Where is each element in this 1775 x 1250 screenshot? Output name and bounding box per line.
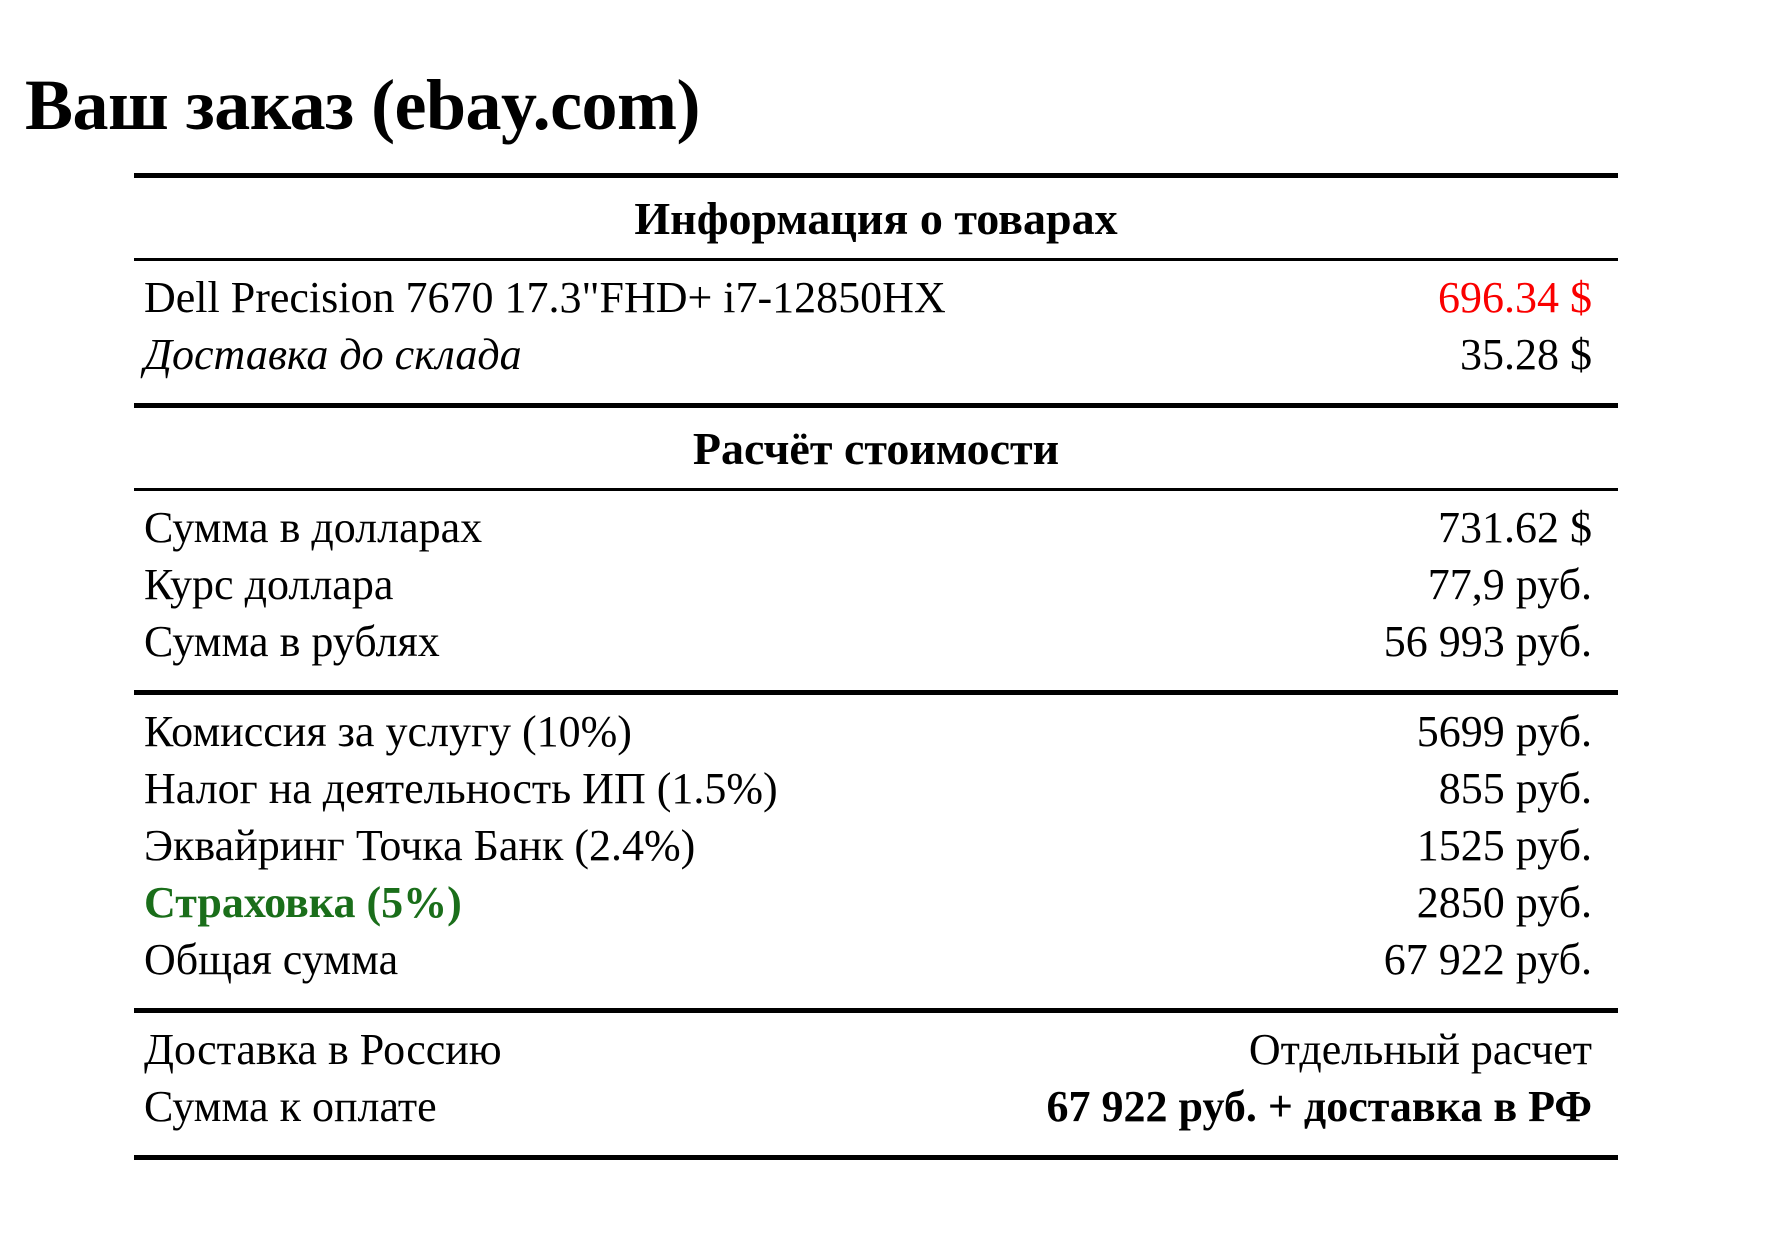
warehouse-delivery-price: 35.28 $: [1460, 330, 1592, 379]
bottom-rule: [134, 1155, 1618, 1160]
table-row-total-usd: Сумма в долларах 731.62 $: [134, 499, 1618, 556]
grand-total-value: 67 922 руб.: [1383, 935, 1592, 984]
total-rub-value: 56 993 руб.: [1383, 617, 1592, 666]
header-rule: [134, 258, 1618, 261]
table-row-service-fee: Комиссия за услугу (10%) 5699 руб.: [134, 703, 1618, 760]
delivery-russia-value: Отдельный расчет: [1248, 1025, 1592, 1074]
tax-label: Налог на деятельность ИП (1.5%): [144, 764, 778, 813]
top-rule: [134, 173, 1618, 178]
section-header-cost-calculation: Расчёт стоимости: [692, 422, 1060, 474]
table-row-warehouse-delivery: Доставка до склада 35.28 $: [134, 326, 1618, 383]
table-row-delivery-russia: Доставка в Россию Отдельный расчет: [134, 1021, 1618, 1078]
group-fees: Комиссия за услугу (10%) 5699 руб. Налог…: [134, 695, 1618, 1008]
section-rule: [134, 690, 1618, 695]
order-summary-table: Информация о товарах Dell Precision 7670…: [134, 173, 1618, 1160]
group-currency-totals: Сумма в долларах 731.62 $ Курс доллара 7…: [134, 491, 1618, 690]
section-rule: [134, 403, 1618, 408]
product-name: Dell Precision 7670 17.3"FHD+ i7-12850HX: [144, 273, 946, 322]
table-row-product: Dell Precision 7670 17.3"FHD+ i7-12850HX…: [134, 269, 1618, 326]
insurance-value: 2850 руб.: [1416, 878, 1592, 927]
table-row-insurance: Страховка (5%) 2850 руб.: [134, 874, 1618, 931]
table-row-acquiring: Эквайринг Точка Банк (2.4%) 1525 руб.: [134, 817, 1618, 874]
delivery-russia-label: Доставка в Россию: [144, 1025, 502, 1074]
header-rule: [134, 488, 1618, 491]
product-price: 696.34 $: [1438, 273, 1592, 322]
warehouse-delivery-label: Доставка до склада: [144, 330, 522, 379]
total-usd-value: 731.62 $: [1438, 503, 1592, 552]
total-usd-label: Сумма в долларах: [144, 503, 483, 552]
acquiring-label: Эквайринг Точка Банк (2.4%): [144, 821, 696, 870]
amount-due-label: Сумма к оплате: [144, 1082, 437, 1131]
table-row-grand-total: Общая сумма 67 922 руб.: [134, 931, 1618, 988]
section-header-products: Информация о товарах: [634, 192, 1118, 244]
table-row-tax: Налог на деятельность ИП (1.5%) 855 руб.: [134, 760, 1618, 817]
service-fee-value: 5699 руб.: [1416, 707, 1592, 756]
grand-total-label: Общая сумма: [144, 935, 399, 984]
page-title: Ваш заказ (ebay.com): [25, 65, 700, 146]
group-final: Доставка в Россию Отдельный расчет Сумма…: [134, 1013, 1618, 1155]
table-row-usd-rate: Курс доллара 77,9 руб.: [134, 556, 1618, 613]
group-products: Dell Precision 7670 17.3"FHD+ i7-12850HX…: [134, 261, 1618, 403]
acquiring-value: 1525 руб.: [1416, 821, 1592, 870]
service-fee-label: Комиссия за услугу (10%): [144, 707, 632, 756]
total-rub-label: Сумма в рублях: [144, 617, 440, 666]
tax-value: 855 руб.: [1438, 764, 1592, 813]
table-row-amount-due: Сумма к оплате 67 922 руб. + доставка в …: [134, 1078, 1618, 1135]
usd-rate-value: 77,9 руб.: [1427, 560, 1592, 609]
table-row-total-rub: Сумма в рублях 56 993 руб.: [134, 613, 1618, 670]
usd-rate-label: Курс доллара: [144, 560, 394, 609]
amount-due-value: 67 922 руб. + доставка в РФ: [1046, 1082, 1592, 1131]
section-rule: [134, 1008, 1618, 1013]
insurance-label: Страховка (5%): [144, 878, 462, 927]
